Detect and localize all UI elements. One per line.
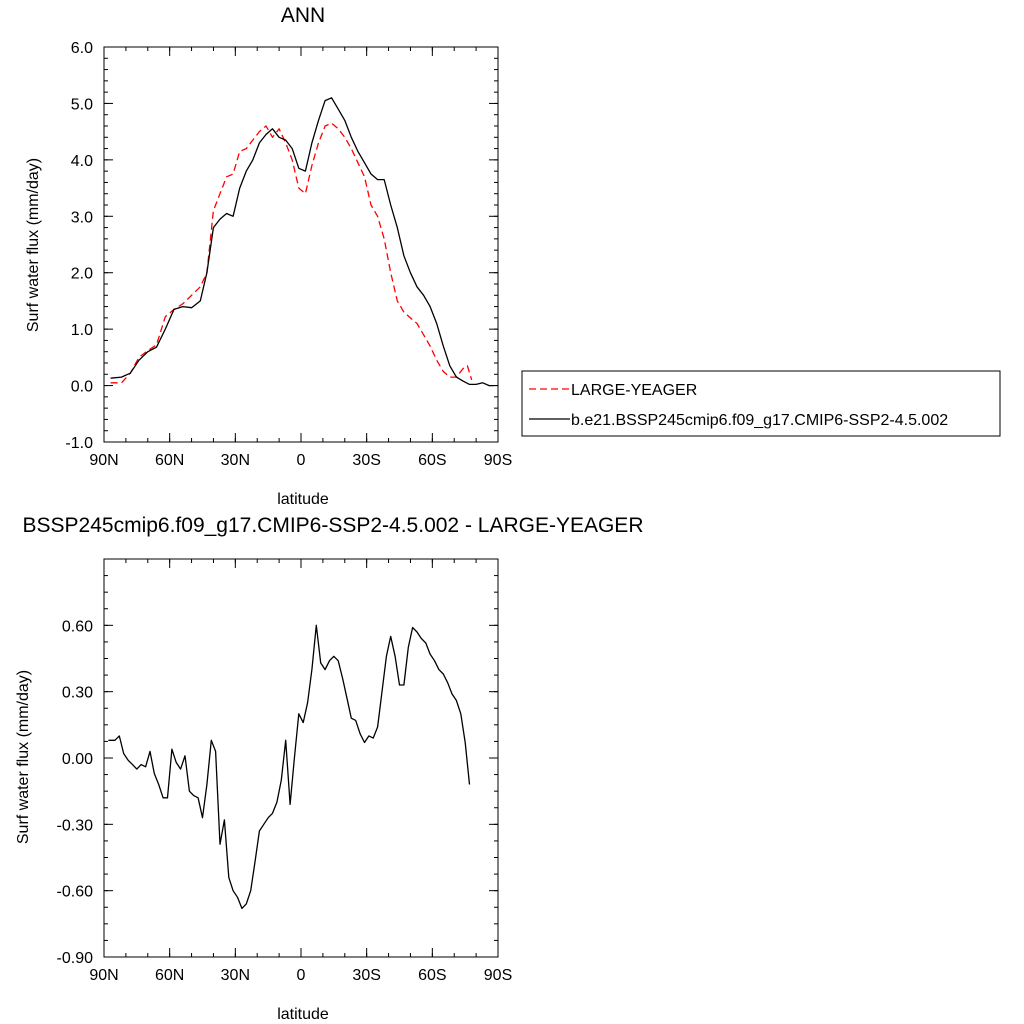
x-tick-label: 60N (155, 452, 184, 469)
x-tick-label: 30S (352, 452, 380, 469)
series-line-model (108, 624, 471, 910)
x-tick-label: 60S (418, 967, 446, 984)
y-tick-label: -0.60 (57, 884, 94, 901)
x-axis-label: latitude (277, 491, 329, 508)
series-line-large-yeager (110, 122, 473, 384)
x-tick-label: 90N (89, 967, 118, 984)
x-tick-label: 90S (484, 452, 512, 469)
chart-title: BSSP245cmip6.f09_g17.CMIP6-SSP2-4.5.002 … (23, 514, 644, 537)
legend-label-large-yeager: LARGE-YEAGER (571, 382, 697, 399)
y-tick-label: -1.0 (65, 435, 93, 452)
y-tick-label: 2.0 (71, 266, 93, 283)
minor-ticks (103, 46, 499, 443)
plot-frame (103, 46, 499, 443)
x-tick-label: 90N (89, 452, 118, 469)
x-tick-label: 30N (221, 967, 250, 984)
x-tick-label: 0 (297, 967, 306, 984)
plot-annual-mean: ANN 90N 60N 30N 0 30S 60S 90S -1.0 0.0 1.0 2.0 3.0 4… (25, 4, 512, 508)
series-lines (108, 624, 471, 910)
x-tick-label: 60N (155, 967, 184, 984)
y-tick-label: 0.0 (71, 379, 93, 396)
x-tick-label: 90S (484, 967, 512, 984)
y-tick-label: 1.0 (71, 322, 93, 339)
y-tick-label: -0.30 (57, 817, 94, 834)
chart-title: ANN (281, 4, 325, 27)
y-tick-label: 4.0 (71, 153, 93, 170)
y-tick-label: 0.60 (62, 618, 93, 635)
plot-difference: BSSP245cmip6.f09_g17.CMIP6-SSP2-4.5.002 … (15, 514, 643, 1023)
x-tick-label: 60S (418, 452, 446, 469)
y-tick-label: 0.00 (62, 751, 93, 768)
plot-frame (103, 558, 499, 958)
legend-box (521, 370, 1001, 437)
y-tick-label: 3.0 (71, 209, 93, 226)
x-tick-label: 0 (297, 452, 306, 469)
y-tick-label: 6.0 (71, 40, 93, 57)
y-axis-label: Surf water flux (mm/day) (15, 670, 32, 844)
y-tick-label: 5.0 (71, 96, 93, 113)
series-lines (110, 97, 494, 387)
x-tick-label: 30N (221, 452, 250, 469)
y-axis-label: Surf water flux (mm/day) (25, 158, 42, 332)
y-tick-label: 0.30 (62, 685, 93, 702)
axis-ticks: 90N 60N 30N 0 30S 60S 90S -0.90 -0.60 -0.30 0.00 0.… (57, 559, 512, 984)
x-axis-label: latitude (277, 1006, 329, 1023)
series-line-model (110, 97, 494, 387)
legend-label-model: b.e21.BSSP245cmip6.f09_g17.CMIP6-SSP2-4.… (571, 412, 948, 429)
x-tick-label: 30S (352, 967, 380, 984)
axis-ticks: 90N 60N 30N 0 30S 60S 90S -1.0 0.0 1.0 2.0 3.0 4.0 5.… (65, 40, 512, 469)
y-tick-label: -0.90 (57, 950, 94, 967)
legend: LARGE-YEAGER b.e21.BSSP245cmip6.f09_g17.… (521, 370, 1001, 437)
minor-ticks (103, 558, 499, 958)
